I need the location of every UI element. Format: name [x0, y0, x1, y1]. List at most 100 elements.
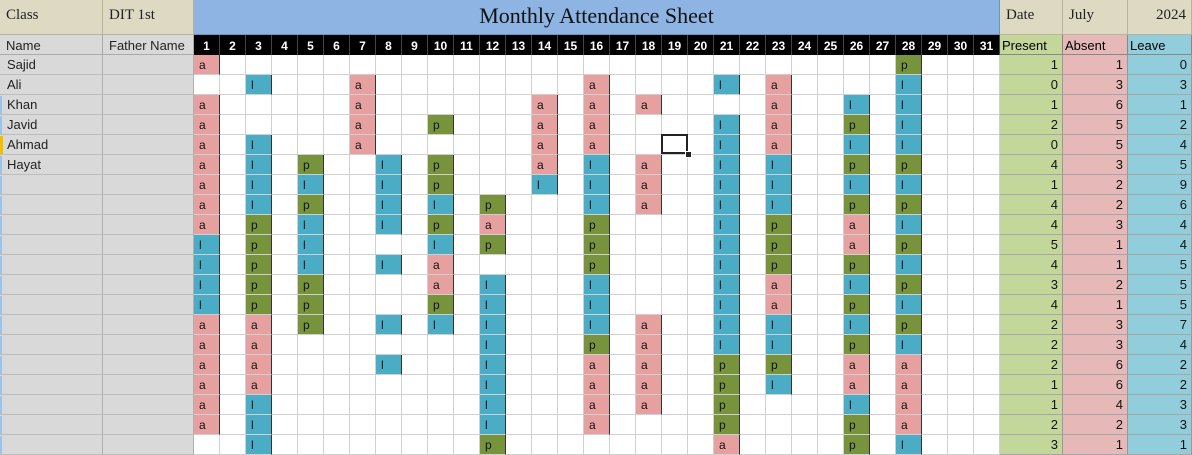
present-count-cell[interactable]: 1 — [1000, 55, 1063, 75]
attendance-mark-p[interactable]: p — [246, 235, 272, 255]
absent-count-cell[interactable]: 1 — [1063, 295, 1128, 315]
attendance-cell[interactable] — [818, 435, 844, 455]
attendance-cell[interactable] — [272, 355, 298, 375]
attendance-cell[interactable] — [740, 75, 766, 95]
attendance-mark-l[interactable]: l — [246, 195, 272, 215]
attendance-cell[interactable] — [974, 175, 1000, 195]
attendance-cell[interactable] — [350, 55, 376, 75]
attendance-cell[interactable] — [272, 415, 298, 435]
attendance-mark-a[interactable]: a — [194, 215, 220, 235]
attendance-mark-l[interactable]: l — [376, 155, 402, 175]
student-name-cell[interactable] — [0, 355, 103, 375]
attendance-cell[interactable] — [688, 215, 714, 235]
attendance-mark-a[interactable]: a — [896, 415, 922, 435]
attendance-mark-l[interactable]: l — [376, 315, 402, 335]
attendance-cell[interactable] — [922, 415, 948, 435]
attendance-mark-a[interactable]: a — [896, 395, 922, 415]
attendance-cell[interactable] — [272, 275, 298, 295]
attendance-cell[interactable] — [480, 155, 506, 175]
attendance-cell[interactable] — [688, 155, 714, 175]
attendance-cell[interactable] — [454, 355, 480, 375]
attendance-cell[interactable] — [948, 215, 974, 235]
attendance-cell[interactable] — [948, 115, 974, 135]
attendance-cell[interactable] — [792, 135, 818, 155]
attendance-cell[interactable] — [298, 435, 324, 455]
attendance-mark-p[interactable]: p — [480, 235, 506, 255]
attendance-mark-l[interactable]: l — [896, 335, 922, 355]
attendance-mark-p[interactable]: p — [246, 275, 272, 295]
attendance-cell[interactable] — [818, 195, 844, 215]
present-count-cell[interactable]: 3 — [1000, 275, 1063, 295]
attendance-cell[interactable] — [922, 355, 948, 375]
attendance-cell[interactable] — [740, 215, 766, 235]
attendance-mark-p[interactable]: p — [428, 295, 454, 315]
attendance-cell[interactable] — [870, 75, 896, 95]
student-name-cell[interactable]: Khan — [0, 95, 103, 115]
absent-count-cell[interactable]: 1 — [1063, 55, 1128, 75]
attendance-cell[interactable] — [792, 255, 818, 275]
attendance-mark-l[interactable]: l — [376, 255, 402, 275]
attendance-cell[interactable] — [324, 315, 350, 335]
day-column-header-21[interactable]: 21 — [714, 35, 740, 55]
father-name-cell[interactable] — [103, 175, 194, 195]
attendance-cell[interactable] — [818, 295, 844, 315]
attendance-cell[interactable] — [584, 435, 610, 455]
attendance-mark-l[interactable]: l — [896, 215, 922, 235]
attendance-cell[interactable] — [558, 175, 584, 195]
attendance-cell[interactable] — [376, 235, 402, 255]
attendance-cell[interactable] — [870, 295, 896, 315]
attendance-mark-p[interactable]: p — [714, 395, 740, 415]
attendance-cell[interactable] — [922, 255, 948, 275]
attendance-cell[interactable] — [922, 175, 948, 195]
student-name-cell[interactable] — [0, 295, 103, 315]
attendance-cell[interactable] — [844, 55, 870, 75]
attendance-mark-p[interactable]: p — [480, 435, 506, 455]
present-count-cell[interactable]: 3 — [1000, 435, 1063, 455]
father-name-cell[interactable] — [103, 155, 194, 175]
absent-count-cell[interactable]: 1 — [1063, 435, 1128, 455]
attendance-mark-p[interactable]: p — [584, 255, 610, 275]
present-count-cell[interactable]: 1 — [1000, 175, 1063, 195]
present-count-cell[interactable]: 1 — [1000, 375, 1063, 395]
attendance-mark-a[interactable]: a — [350, 75, 376, 95]
attendance-cell[interactable] — [792, 155, 818, 175]
attendance-cell[interactable] — [532, 335, 558, 355]
attendance-mark-l[interactable]: l — [246, 395, 272, 415]
attendance-mark-a[interactable]: a — [194, 315, 220, 335]
attendance-mark-a[interactable]: a — [636, 395, 662, 415]
attendance-cell[interactable] — [272, 155, 298, 175]
attendance-mark-l[interactable]: l — [584, 155, 610, 175]
attendance-mark-a[interactable]: a — [194, 195, 220, 215]
attendance-cell[interactable] — [688, 195, 714, 215]
leave-count-cell[interactable]: 5 — [1128, 295, 1192, 315]
attendance-cell[interactable] — [558, 255, 584, 275]
attendance-cell[interactable] — [662, 115, 688, 135]
attendance-cell[interactable] — [870, 315, 896, 335]
leave-count-cell[interactable]: 4 — [1128, 335, 1192, 355]
attendance-mark-a[interactable]: a — [844, 375, 870, 395]
attendance-cell[interactable] — [350, 395, 376, 415]
attendance-cell[interactable] — [870, 115, 896, 135]
attendance-mark-l[interactable]: l — [480, 375, 506, 395]
attendance-cell[interactable] — [272, 395, 298, 415]
attendance-cell[interactable] — [870, 335, 896, 355]
attendance-cell[interactable] — [792, 315, 818, 335]
attendance-mark-p[interactable]: p — [246, 255, 272, 275]
leave-count-cell[interactable]: 4 — [1128, 235, 1192, 255]
attendance-cell[interactable] — [948, 195, 974, 215]
attendance-mark-p[interactable]: p — [480, 195, 506, 215]
father-name-column-header[interactable]: Father Name — [103, 35, 194, 55]
attendance-cell[interactable] — [974, 255, 1000, 275]
attendance-mark-l[interactable]: l — [480, 415, 506, 435]
absent-count-cell[interactable]: 2 — [1063, 195, 1128, 215]
attendance-cell[interactable] — [610, 235, 636, 255]
attendance-cell[interactable] — [610, 135, 636, 155]
present-count-cell[interactable]: 0 — [1000, 135, 1063, 155]
attendance-mark-p[interactable]: p — [428, 215, 454, 235]
attendance-mark-l[interactable]: l — [896, 95, 922, 115]
attendance-cell[interactable] — [324, 395, 350, 415]
attendance-cell[interactable] — [454, 395, 480, 415]
father-name-cell[interactable] — [103, 375, 194, 395]
attendance-cell[interactable] — [636, 135, 662, 155]
attendance-cell[interactable] — [428, 55, 454, 75]
